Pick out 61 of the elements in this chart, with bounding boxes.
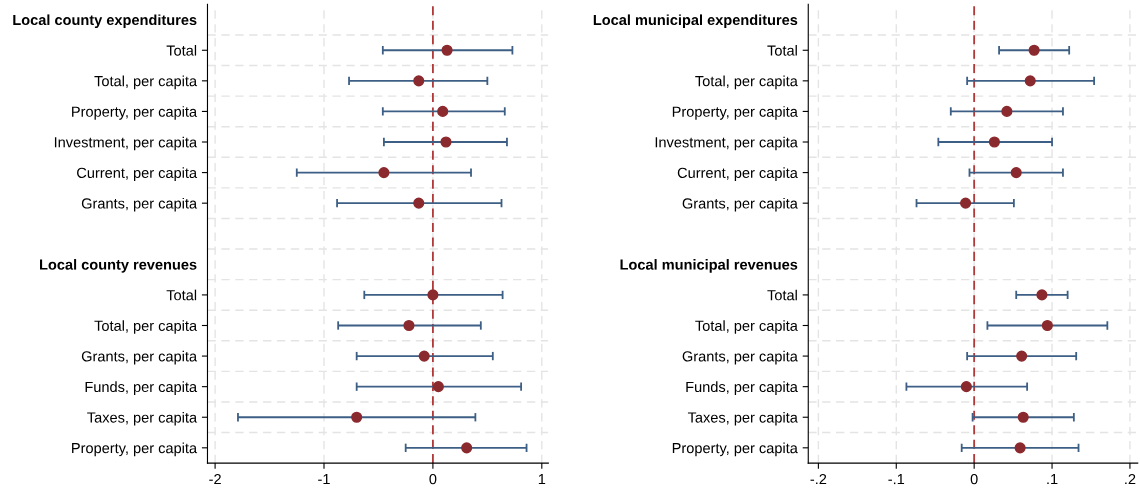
y-tick-label: Investment, per capita [54, 136, 198, 151]
y-tick-label: Total, per capita [94, 320, 198, 334]
y-tick-label: Total [767, 289, 797, 301]
point [441, 44, 453, 56]
point [1041, 319, 1053, 332]
y-tick-label: Local county expenditures [13, 14, 197, 28]
y-tick-label: Grants, per capita [682, 197, 798, 212]
point [440, 136, 452, 148]
x-tick-label: 1 [538, 474, 546, 485]
y-tick-label: Total [166, 289, 197, 301]
x-tick-label: -.1 [888, 474, 905, 485]
point [1024, 75, 1036, 87]
x-tick-label: 0 [429, 473, 437, 485]
y-tick-label: Grants, per capita [81, 350, 198, 365]
point [378, 167, 390, 179]
y-tick-label: Total [166, 44, 197, 56]
point [1014, 442, 1026, 454]
y-tick-label: Property, per capita [672, 106, 798, 120]
y-tick-label: Current, per capita [77, 167, 198, 181]
y-tick-label: Local municipal expenditures [593, 14, 798, 28]
point [1016, 350, 1028, 362]
y-tick-label: Total, per capita [695, 320, 798, 334]
x-tick-label: .1 [1047, 474, 1058, 485]
y-tick-label: Total, per capita [695, 75, 798, 90]
y-tick-label: Grants, per capita [682, 350, 798, 365]
x-tick-label: .2 [1125, 473, 1136, 485]
point [1036, 289, 1048, 301]
y-tick-label: Taxes, per capita [687, 411, 798, 426]
point [413, 197, 425, 209]
y-tick-label: Grants, per capita [81, 197, 198, 212]
y-tick-label: Taxes, per capita [87, 411, 198, 426]
y-tick-label: Total [767, 44, 797, 56]
point [432, 381, 444, 393]
point [1001, 105, 1013, 117]
point [437, 105, 449, 117]
x-tick-label: 0 [970, 473, 978, 485]
point [418, 350, 430, 362]
y-tick-label: Investment, per capita [655, 136, 798, 151]
point [461, 442, 473, 454]
point [427, 289, 439, 301]
y-tick-label: Property, per capita [72, 106, 198, 120]
y-tick-label: Funds, per capita [85, 381, 198, 395]
point [1028, 44, 1040, 56]
y-tick-label: Property, per capita [672, 442, 798, 457]
x-tick-label: -1 [318, 474, 330, 485]
y-tick-label: Property, per capita [72, 442, 198, 457]
point [351, 411, 363, 423]
point [988, 136, 1000, 148]
y-tick-label: Total, per capita [94, 75, 198, 90]
point [413, 75, 425, 87]
x-tick-label: -.2 [810, 473, 827, 485]
point [403, 319, 415, 332]
x-tick-label: -2 [209, 473, 221, 485]
y-tick-label: Funds, per capita [686, 381, 798, 395]
y-tick-label: Local municipal revenues [620, 259, 798, 273]
y-tick-label: Local county revenues [40, 259, 197, 273]
point [960, 197, 972, 209]
point [1010, 167, 1022, 179]
point [960, 381, 972, 393]
point [1017, 411, 1029, 423]
y-tick-label: Current, per capita [677, 167, 798, 181]
